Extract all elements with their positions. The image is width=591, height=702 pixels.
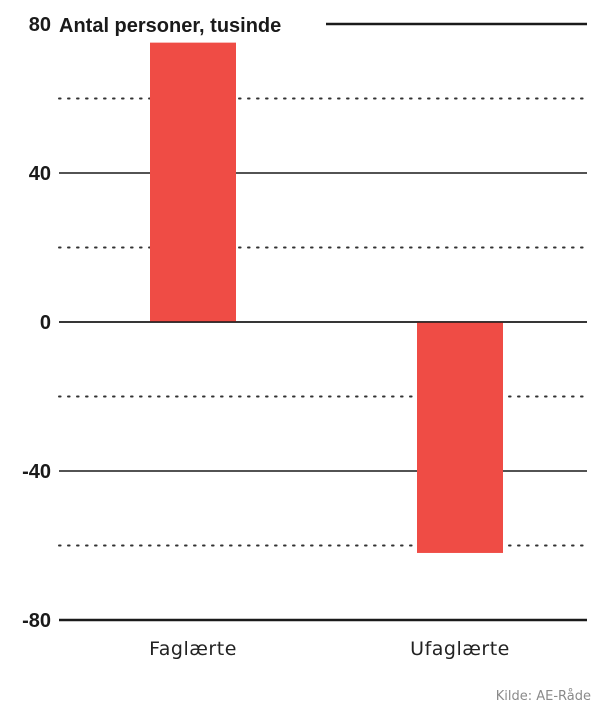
y-tick-label: 80 — [29, 14, 51, 36]
y-tick-label: -80 — [22, 610, 51, 632]
x-category-label: Ufaglærte — [410, 638, 510, 660]
x-category-label: Faglærte — [149, 638, 237, 660]
y-tick-label: 0 — [40, 312, 51, 334]
y-tick-label: 40 — [29, 163, 51, 185]
y-axis-ticks: 80 40 0 -40 -80 — [22, 14, 51, 632]
bar-faglærte — [150, 42, 236, 322]
chart-title: Antal personer, tusinde — [59, 15, 281, 37]
source-label: Kilde: AE-Råde — [496, 689, 591, 702]
x-axis-categories: Faglærte Ufaglærte — [149, 638, 510, 660]
y-tick-label: -40 — [22, 461, 51, 483]
bars — [59, 42, 587, 553]
bar-ufaglærte — [417, 322, 503, 553]
